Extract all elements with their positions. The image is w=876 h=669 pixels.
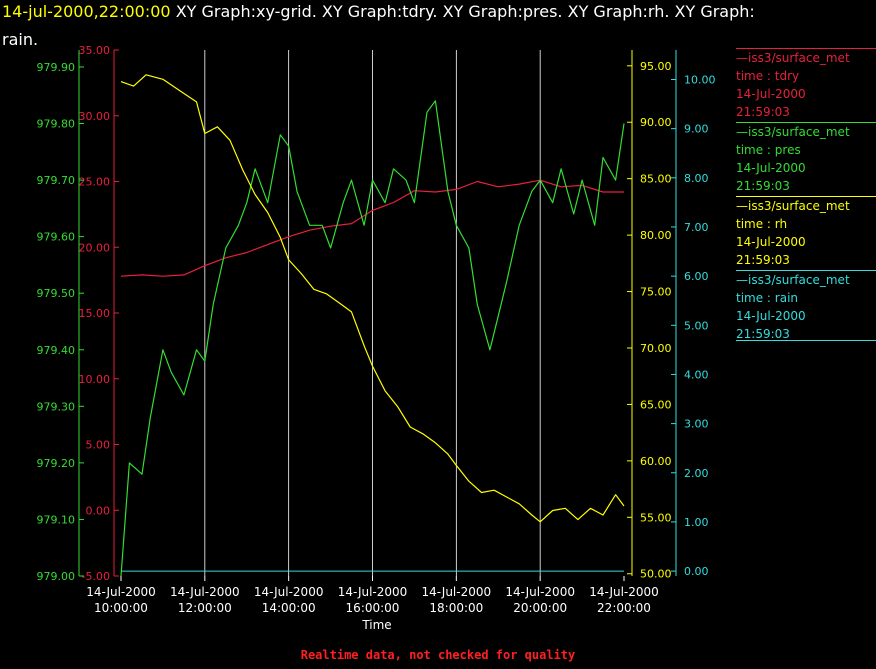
x-tick-label-date: 14-Jul-2000 xyxy=(505,585,575,599)
legend-time: 21:59:03 xyxy=(736,327,790,341)
legend-date: 14-Jul-2000 xyxy=(736,87,806,101)
rh-tick-label: 70.00 xyxy=(640,342,672,355)
rain-tick-label: 1.00 xyxy=(684,516,709,529)
tdry-tick-label: 35.00 xyxy=(79,44,111,57)
x-tick-label-time: 20:00:00 xyxy=(513,601,567,615)
legend-time: 21:59:03 xyxy=(736,179,790,193)
x-tick-label-date: 14-Jul-2000 xyxy=(338,585,408,599)
x-tick-label-date: 14-Jul-2000 xyxy=(254,585,324,599)
pres-tick-label: 979.50 xyxy=(37,287,76,300)
rh-tick-label: 55.00 xyxy=(640,511,672,524)
x-tick-label-date: 14-Jul-2000 xyxy=(86,585,156,599)
rain-tick-label: 5.00 xyxy=(684,319,709,332)
rh-series-line xyxy=(120,74,625,523)
pres-tick-label: 979.10 xyxy=(37,513,76,526)
legend-name: —iss3/surface_met xyxy=(736,125,850,139)
tdry-tick-label: 25.00 xyxy=(79,176,111,189)
rain-tick-label: 0.00 xyxy=(684,565,709,578)
rain-tick-label: 10.00 xyxy=(684,73,716,86)
x-tick-label-date: 14-Jul-2000 xyxy=(422,585,492,599)
tdry-tick-label: -5.00 xyxy=(82,570,110,583)
rh-tick-label: 95.00 xyxy=(640,60,672,73)
pres-tick-label: 979.90 xyxy=(37,61,76,74)
title-graph-list: XY Graph:xy-grid. XY Graph:tdry. XY Grap… xyxy=(170,2,755,21)
title-timestamp: 14-jul-2000,22:00:00 xyxy=(2,2,171,21)
legend-rule xyxy=(736,48,876,49)
legend-date: 14-Jul-2000 xyxy=(736,161,806,175)
legend-time: 21:59:03 xyxy=(736,105,790,119)
legend-end-rule xyxy=(736,340,876,341)
rain-tick-label: 6.00 xyxy=(684,270,709,283)
x-tick-label-time: 14:00:00 xyxy=(262,601,316,615)
legend-time: 21:59:03 xyxy=(736,253,790,267)
x-tick-label-time: 22:00:00 xyxy=(597,601,651,615)
rain-tick-label: 7.00 xyxy=(684,221,709,234)
pres-tick-label: 979.00 xyxy=(37,570,76,583)
pres-tick-label: 979.70 xyxy=(37,174,76,187)
x-tick-label-date: 14-Jul-2000 xyxy=(589,585,659,599)
x-tick-label-time: 12:00:00 xyxy=(178,601,232,615)
tdry-tick-label: 20.00 xyxy=(79,241,111,254)
rh-tick-label: 75.00 xyxy=(640,286,672,299)
legend-field: time : rh xyxy=(736,217,788,231)
pres-tick-label: 979.20 xyxy=(37,457,76,470)
tdry-tick-label: 30.00 xyxy=(79,110,111,123)
x-axis-label: Time xyxy=(361,618,391,632)
tdry-tick-label: 15.00 xyxy=(79,307,111,320)
rh-tick-label: 65.00 xyxy=(640,398,672,411)
legend-field: time : rain xyxy=(736,291,799,305)
x-tick-label-time: 16:00:00 xyxy=(346,601,400,615)
rain-tick-label: 8.00 xyxy=(684,172,709,185)
legend-field: time : pres xyxy=(736,143,801,157)
x-tick-label-date: 14-Jul-2000 xyxy=(170,585,240,599)
pres-series-line xyxy=(120,100,625,577)
legend-rule xyxy=(736,196,876,197)
legend-name: —iss3/surface_met xyxy=(736,199,850,213)
legend-name: —iss3/surface_met xyxy=(736,51,850,65)
tdry-tick-label: 0.00 xyxy=(86,504,111,517)
rh-tick-label: 80.00 xyxy=(640,229,672,242)
pres-tick-label: 979.80 xyxy=(37,118,76,131)
rain-tick-label: 4.00 xyxy=(684,368,709,381)
rh-tick-label: 85.00 xyxy=(640,173,672,186)
rain-tick-label: 2.00 xyxy=(684,467,709,480)
chart-title-line2: rain. xyxy=(2,30,39,49)
pres-tick-label: 979.30 xyxy=(37,400,76,413)
rain-tick-label: 9.00 xyxy=(684,123,709,136)
rh-tick-label: 60.00 xyxy=(640,455,672,468)
legend-date: 14-Jul-2000 xyxy=(736,235,806,249)
quality-footer: Realtime data, not checked for quality xyxy=(300,648,576,662)
pres-tick-label: 979.60 xyxy=(37,231,76,244)
legend-date: 14-Jul-2000 xyxy=(736,309,806,323)
legend-rule xyxy=(736,270,876,271)
x-tick-label-time: 18:00:00 xyxy=(429,601,483,615)
rain-tick-label: 3.00 xyxy=(684,418,709,431)
rh-tick-label: 50.00 xyxy=(640,568,672,581)
pres-tick-label: 979.40 xyxy=(37,344,76,357)
tdry-tick-label: 10.00 xyxy=(79,373,111,386)
rh-tick-label: 90.00 xyxy=(640,116,672,129)
legend-field: time : tdry xyxy=(736,69,800,83)
x-tick-label-time: 10:00:00 xyxy=(94,601,148,615)
tdry-tick-label: 5.00 xyxy=(86,439,111,452)
legend-rule xyxy=(736,122,876,123)
legend-name: —iss3/surface_met xyxy=(736,273,850,287)
chart-title-line1: 14-jul-2000,22:00:00 XY Graph:xy-grid. X… xyxy=(2,2,755,21)
